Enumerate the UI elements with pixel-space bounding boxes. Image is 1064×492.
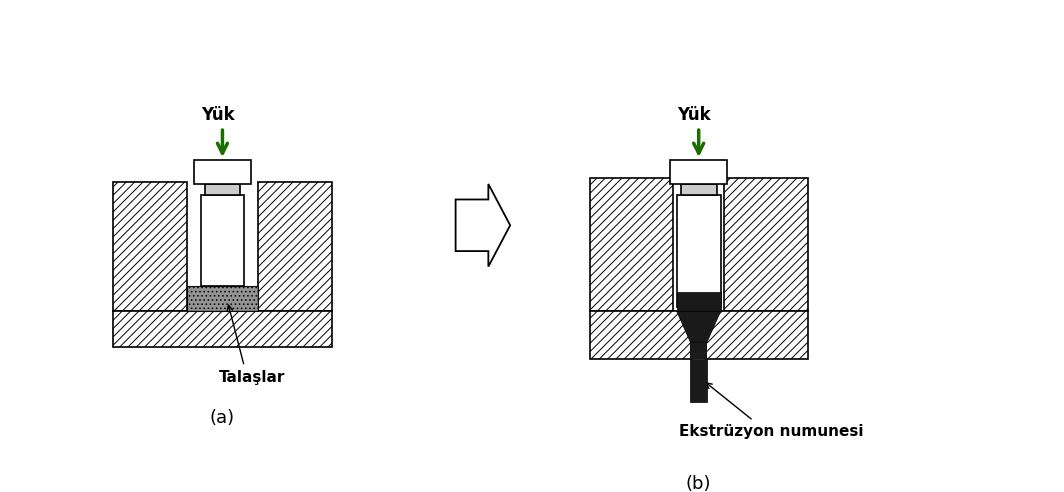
Bar xyxy=(259,182,332,311)
Bar xyxy=(681,184,716,195)
Polygon shape xyxy=(677,311,720,342)
Bar xyxy=(186,285,259,311)
Text: Yük: Yük xyxy=(677,106,711,124)
Bar xyxy=(589,178,672,311)
Bar xyxy=(705,311,808,359)
Bar xyxy=(113,182,186,311)
Bar xyxy=(691,359,706,401)
Text: Talaşlar: Talaşlar xyxy=(219,370,285,385)
Bar xyxy=(691,311,706,359)
Bar xyxy=(113,311,332,347)
Text: (b): (b) xyxy=(686,475,712,492)
Bar xyxy=(589,311,692,359)
Bar xyxy=(677,195,720,307)
Text: Ekstrüzyon numunesi: Ekstrüzyon numunesi xyxy=(679,424,863,439)
Text: (a): (a) xyxy=(210,409,235,428)
Bar xyxy=(204,184,240,195)
Bar xyxy=(201,195,245,285)
Text: Yük: Yük xyxy=(201,106,234,124)
Bar xyxy=(670,160,728,184)
Polygon shape xyxy=(455,184,510,267)
Bar xyxy=(677,292,720,311)
Bar xyxy=(194,160,251,184)
Bar xyxy=(725,178,808,311)
